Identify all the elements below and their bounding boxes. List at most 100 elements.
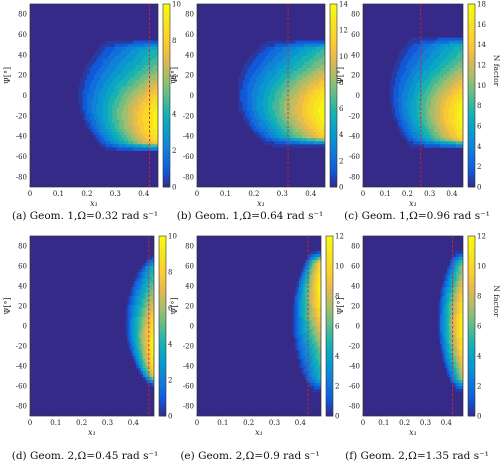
- contour-cell: [302, 55, 305, 60]
- contour-cell: [425, 77, 428, 81]
- contour-cell: [134, 278, 137, 282]
- contour-cell: [116, 135, 120, 139]
- contour-cell: [139, 107, 143, 112]
- contour-cell: [438, 129, 441, 133]
- contour-cell: [272, 74, 276, 78]
- contour-cell: [448, 119, 451, 124]
- contour-cell: [281, 71, 285, 75]
- contour-cell: [140, 359, 144, 363]
- contour-cell: [96, 132, 99, 136]
- contour-cell: [134, 344, 137, 348]
- colorbar-tick-label: 10: [339, 53, 348, 61]
- contour-cell: [137, 129, 141, 133]
- contour-cell: [78, 89, 81, 93]
- contour-cell: [151, 110, 154, 115]
- contour-cell: [153, 107, 157, 112]
- contour-cell: [421, 101, 425, 106]
- contour-cell: [420, 110, 423, 115]
- contour-cell: [313, 141, 317, 145]
- contour-cell: [136, 329, 139, 333]
- contour-cell: [445, 119, 448, 124]
- contour-cell: [155, 129, 158, 133]
- contour-cell: [265, 138, 269, 142]
- contour-cell: [119, 141, 122, 145]
- contour-cell: [89, 126, 93, 130]
- colorbar-swatch: [330, 53, 337, 58]
- contour-cell: [105, 138, 109, 142]
- contour-cell: [103, 116, 106, 121]
- contour-cell: [414, 129, 417, 133]
- contour-cell: [316, 374, 320, 378]
- contour-cell: [446, 92, 450, 96]
- contour-cell: [445, 49, 448, 54]
- contour-cell: [131, 284, 135, 288]
- contour-cell: [137, 68, 141, 72]
- contour-cell: [132, 55, 136, 60]
- contour-cell: [304, 98, 308, 102]
- contour-cell: [301, 353, 304, 357]
- contour-cell: [149, 353, 153, 357]
- contour-cell: [312, 272, 315, 276]
- contour-cell: [416, 37, 419, 41]
- contour-cell: [309, 254, 313, 258]
- contour-cell: [103, 144, 106, 148]
- contour-cell: [142, 317, 146, 321]
- contour-cell: [438, 55, 441, 60]
- contour-cell: [247, 71, 250, 75]
- contour-cell: [128, 68, 131, 72]
- contour-cell: [311, 141, 314, 145]
- contour-cell: [128, 132, 131, 136]
- contour-cell: [286, 95, 289, 99]
- y-tick-label: 0: [356, 92, 360, 100]
- contour-cell: [455, 104, 459, 109]
- contour-cell: [114, 61, 118, 66]
- contour-cell: [84, 113, 88, 118]
- contour-cell: [270, 61, 273, 66]
- contour-cell: [136, 296, 139, 300]
- contour-cell: [421, 113, 425, 118]
- contour-cell: [434, 107, 437, 112]
- contour-cell: [298, 320, 302, 324]
- contour-cell: [459, 132, 462, 136]
- contour-cell: [137, 83, 141, 87]
- contour-cell: [123, 147, 127, 151]
- contour-cell: [132, 77, 136, 81]
- contour-cell: [130, 77, 134, 81]
- contour-cell: [438, 65, 441, 69]
- contour-cell: [414, 68, 417, 72]
- contour-cell: [135, 55, 138, 60]
- contour-cell: [135, 92, 138, 96]
- contour-cell: [416, 126, 419, 130]
- contour-cell: [279, 55, 282, 60]
- contour-cell: [430, 141, 434, 145]
- contour-cell: [112, 80, 115, 84]
- contour-cell: [446, 122, 450, 127]
- contour-cell: [446, 68, 450, 72]
- colorbar-swatch: [468, 65, 475, 70]
- contour-cell: [281, 52, 285, 57]
- contour-cell: [393, 107, 396, 112]
- contour-cell: [263, 110, 266, 115]
- contour-cell: [301, 329, 304, 333]
- contour-cell: [439, 77, 442, 81]
- contour-cell: [309, 65, 312, 69]
- contour-cell: [295, 144, 298, 148]
- contour-cell: [142, 116, 145, 121]
- contour-cell: [299, 71, 303, 75]
- contour-cell: [137, 144, 141, 148]
- contour-cell: [107, 74, 111, 78]
- contour-cell: [430, 40, 434, 45]
- contour-cell: [139, 49, 143, 54]
- contour-cell: [258, 113, 262, 118]
- contour-cell: [429, 113, 432, 118]
- contour-cell: [296, 326, 300, 330]
- contour-cell: [404, 65, 407, 69]
- contour-cell: [123, 43, 127, 48]
- contour-cell: [423, 141, 426, 145]
- contour-cell: [457, 113, 460, 118]
- contour-cell: [452, 71, 455, 75]
- contour-cell: [292, 314, 295, 318]
- contour-cell: [455, 92, 459, 96]
- contour-cell: [256, 83, 260, 87]
- contour-cell: [434, 49, 437, 54]
